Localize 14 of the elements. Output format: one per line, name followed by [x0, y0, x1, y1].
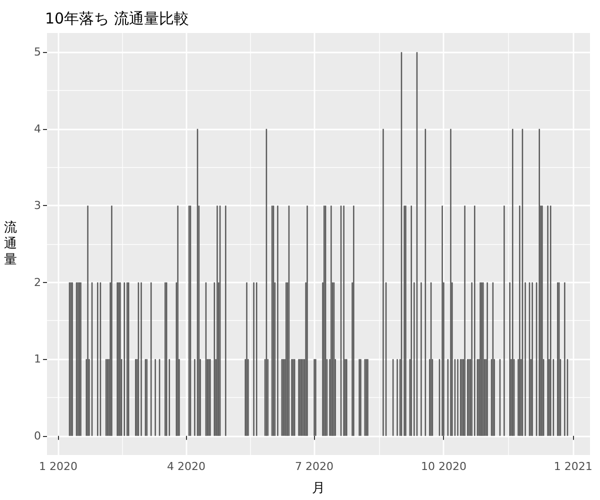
- y-tick-label: 2: [34, 276, 41, 289]
- y-tick-label: 1: [34, 352, 41, 366]
- x-tick-label: 10 2020: [420, 460, 466, 473]
- y-axis-title: 流通量: [4, 220, 17, 268]
- chart-title: 10年落ち 流通量比較: [45, 10, 189, 28]
- y-tick-label: 5: [34, 46, 41, 59]
- y-tick-label: 0: [34, 429, 41, 442]
- x-tick-label: 7 2020: [295, 460, 334, 473]
- x-tick-label: 1 2020: [39, 460, 78, 473]
- x-tick-label: 1 2021: [554, 460, 592, 473]
- x-tick-label: 4 2020: [167, 460, 206, 473]
- x-axis-title: 月: [312, 481, 325, 496]
- y-tick-label: 3: [34, 199, 41, 212]
- y-tick-label: 4: [34, 122, 41, 136]
